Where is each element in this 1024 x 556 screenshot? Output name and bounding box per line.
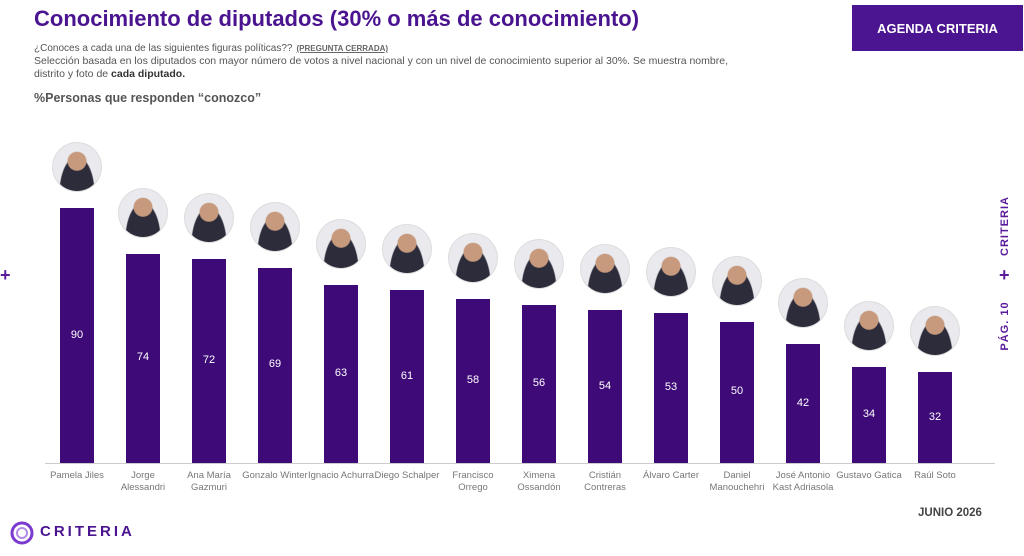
bar xyxy=(522,304,556,463)
value-label: 34 xyxy=(862,407,876,420)
photo xyxy=(251,202,299,251)
bar xyxy=(588,310,622,463)
value-label: 56 xyxy=(532,376,546,389)
baseline xyxy=(45,463,995,464)
description: Selección basada en los diputados con ma… xyxy=(34,55,744,81)
question-text: ¿Conoces a cada una de las siguientes fi… xyxy=(34,43,293,54)
page-number: PÁG. 10 xyxy=(999,301,1011,351)
photo xyxy=(845,301,893,350)
photo xyxy=(779,279,827,328)
category-label: Gonzalo Winter xyxy=(242,470,308,481)
value-label: 58 xyxy=(466,373,480,386)
title: Conocimiento de diputados (30% o más de … xyxy=(34,6,640,31)
description-bold: cada diputado. xyxy=(111,68,186,80)
bar xyxy=(852,366,886,463)
value-label: 69 xyxy=(268,358,282,371)
date: JUNIO 2026 xyxy=(918,507,982,519)
category-label: Ana María Gazmuri xyxy=(187,470,231,493)
description-text: Selección basada en los diputados con ma… xyxy=(34,55,728,80)
bar xyxy=(126,253,160,463)
photo xyxy=(317,219,365,268)
logo: CRITERIA xyxy=(40,523,135,540)
question: ¿Conoces a cada una de las siguientes fi… xyxy=(34,43,388,54)
photo xyxy=(911,307,959,356)
side-brand: CRITERIA xyxy=(999,196,1011,256)
value-label: 74 xyxy=(136,351,150,364)
photo xyxy=(581,245,629,294)
value-label: 61 xyxy=(400,369,414,382)
value-label: 54 xyxy=(598,379,612,392)
question-tag: (PREGUNTA CERRADA) xyxy=(296,44,389,53)
category-label: Ignacio Achurra xyxy=(308,470,375,481)
bar xyxy=(786,344,820,463)
category-label: Daniel Manouchehri xyxy=(709,470,765,493)
photo xyxy=(53,143,101,192)
photo xyxy=(449,233,497,282)
value-label: 32 xyxy=(928,410,942,423)
photo xyxy=(119,188,167,237)
bar xyxy=(654,313,688,463)
category-label: Diego Schalper xyxy=(374,470,440,481)
bar xyxy=(918,372,952,463)
category-label: Raúl Soto xyxy=(914,470,956,481)
plus: + xyxy=(999,265,1010,285)
photo xyxy=(383,225,431,274)
value-label: 50 xyxy=(730,385,744,398)
category-label: Cristián Contreras xyxy=(584,470,626,493)
photo xyxy=(647,248,695,296)
value-label: 63 xyxy=(334,366,348,379)
category-label: Ximena Ossandón xyxy=(517,470,561,493)
value-label: 90 xyxy=(70,328,84,341)
category-label: Álvaro Carter xyxy=(643,470,699,481)
category-label: José Antonio Kast Adriasola xyxy=(772,470,834,493)
bar xyxy=(720,321,754,463)
bar xyxy=(192,259,226,463)
value-label: 53 xyxy=(664,381,678,393)
category-label: Gustavo Gatica xyxy=(836,470,902,481)
value-label: 72 xyxy=(202,354,216,367)
category-label: Jorge Alessandri xyxy=(120,470,166,493)
bar xyxy=(390,290,424,463)
category-label: Pamela Jiles xyxy=(50,470,104,481)
bar xyxy=(258,267,292,463)
value-label: 42 xyxy=(796,396,810,409)
bar xyxy=(456,298,490,463)
agenda-button[interactable]: AGENDA CRITERIA xyxy=(852,5,1023,51)
photo xyxy=(713,256,761,305)
bar xyxy=(60,208,94,463)
bar xyxy=(324,284,358,463)
chart-title: %Personas que responden “conozco” xyxy=(34,91,262,105)
photo xyxy=(185,194,233,243)
category-label: Francisco Orrego xyxy=(452,470,494,493)
plus: + xyxy=(0,265,11,285)
logo-icon xyxy=(10,521,34,545)
photo xyxy=(515,239,563,288)
